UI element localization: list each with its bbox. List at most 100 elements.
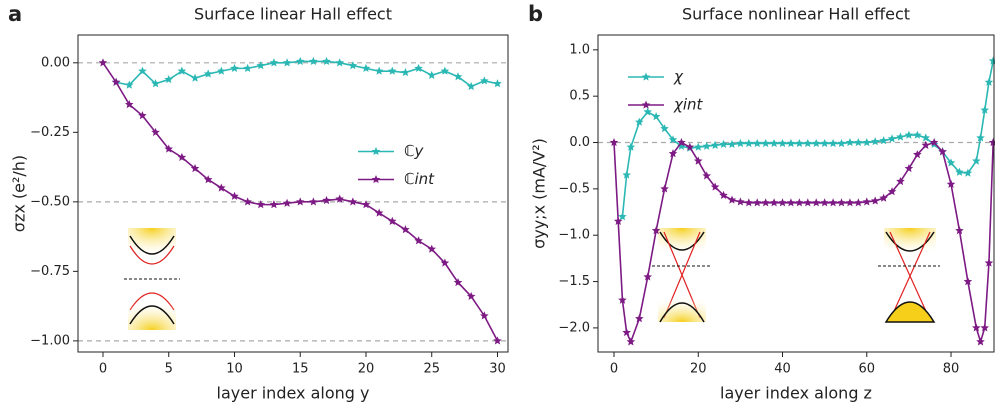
marker bbox=[480, 311, 489, 320]
marker bbox=[976, 133, 985, 142]
y-axis-label: σzx (e²/h) bbox=[10, 155, 29, 232]
marker bbox=[837, 138, 846, 148]
marker bbox=[618, 212, 627, 221]
marker bbox=[693, 142, 703, 151]
marker bbox=[243, 63, 252, 73]
marker bbox=[845, 198, 855, 207]
marker bbox=[913, 130, 922, 139]
marker bbox=[786, 198, 796, 207]
marker bbox=[896, 176, 905, 186]
marker bbox=[643, 272, 652, 281]
marker bbox=[256, 200, 266, 209]
y-tick-label: −0.25 bbox=[30, 125, 70, 140]
marker bbox=[217, 66, 226, 75]
marker bbox=[256, 61, 266, 70]
marker bbox=[972, 323, 981, 332]
marker bbox=[938, 147, 947, 156]
marker bbox=[736, 197, 745, 206]
marker bbox=[887, 187, 897, 196]
marker bbox=[466, 81, 476, 91]
marker bbox=[138, 66, 147, 75]
marker bbox=[904, 163, 914, 173]
series-line bbox=[115, 60, 498, 88]
marker bbox=[946, 158, 956, 167]
y-tick-label: 0.00 bbox=[41, 55, 70, 70]
marker bbox=[622, 170, 631, 179]
marker bbox=[374, 208, 384, 217]
marker bbox=[626, 142, 636, 151]
x-tick-label: 25 bbox=[423, 362, 440, 377]
y-tick-label: −0.75 bbox=[30, 264, 70, 279]
marker bbox=[440, 258, 450, 267]
marker bbox=[493, 79, 502, 88]
marker bbox=[769, 198, 779, 207]
marker bbox=[854, 138, 863, 147]
marker bbox=[453, 277, 463, 287]
marker bbox=[913, 150, 922, 159]
marker bbox=[677, 141, 686, 150]
marker bbox=[778, 138, 787, 148]
marker bbox=[480, 76, 489, 85]
marker bbox=[125, 100, 134, 109]
marker bbox=[976, 337, 985, 346]
x-tick-label: 80 bbox=[943, 362, 960, 377]
marker bbox=[295, 197, 305, 206]
x-tick-label: 20 bbox=[690, 362, 707, 377]
marker bbox=[786, 138, 796, 148]
x-tick-label: 40 bbox=[774, 362, 791, 377]
marker bbox=[111, 77, 121, 86]
marker bbox=[778, 198, 787, 207]
marker bbox=[668, 135, 678, 144]
y-axis-label: σyy;x (mA/V²) bbox=[530, 138, 549, 249]
y-tick-label: −2.0 bbox=[558, 320, 590, 335]
marker bbox=[693, 156, 703, 165]
legend-marker bbox=[641, 100, 651, 109]
marker bbox=[440, 66, 450, 75]
marker bbox=[177, 66, 187, 75]
x-tick-label: 15 bbox=[292, 362, 309, 377]
marker bbox=[493, 336, 502, 345]
marker bbox=[243, 197, 252, 206]
legend-label: ℂint bbox=[404, 170, 435, 188]
marker bbox=[322, 56, 331, 66]
marker bbox=[963, 277, 973, 286]
y-tick-label: 1.0 bbox=[569, 42, 590, 57]
marker bbox=[322, 195, 331, 205]
marker bbox=[988, 56, 995, 65]
x-axis-label: layer index along z bbox=[720, 384, 872, 403]
marker bbox=[702, 171, 711, 180]
marker bbox=[761, 198, 770, 207]
x-axis-label: layer index along y bbox=[217, 384, 370, 403]
band-inset bbox=[652, 228, 712, 323]
marker bbox=[361, 63, 371, 73]
legend-label: χint bbox=[673, 96, 704, 114]
marker bbox=[388, 216, 397, 225]
marker bbox=[870, 137, 880, 146]
marker bbox=[719, 190, 728, 199]
y-tick-label: 0.0 bbox=[569, 135, 590, 150]
marker bbox=[946, 179, 956, 188]
marker bbox=[190, 163, 200, 173]
legend-marker bbox=[371, 147, 381, 156]
marker bbox=[335, 58, 344, 67]
marker bbox=[651, 226, 661, 235]
marker bbox=[427, 70, 437, 79]
marker bbox=[744, 198, 754, 207]
marker bbox=[811, 198, 821, 207]
marker bbox=[401, 225, 410, 234]
marker bbox=[820, 198, 829, 207]
marker bbox=[862, 138, 872, 147]
marker bbox=[177, 152, 187, 161]
marker bbox=[361, 200, 371, 209]
marker bbox=[164, 144, 174, 153]
marker bbox=[820, 138, 829, 148]
marker bbox=[427, 244, 437, 253]
marker bbox=[668, 149, 678, 158]
marker bbox=[269, 200, 279, 209]
marker bbox=[138, 111, 147, 120]
marker bbox=[736, 138, 745, 148]
marker bbox=[230, 191, 239, 200]
marker bbox=[828, 138, 838, 148]
marker bbox=[203, 175, 213, 184]
